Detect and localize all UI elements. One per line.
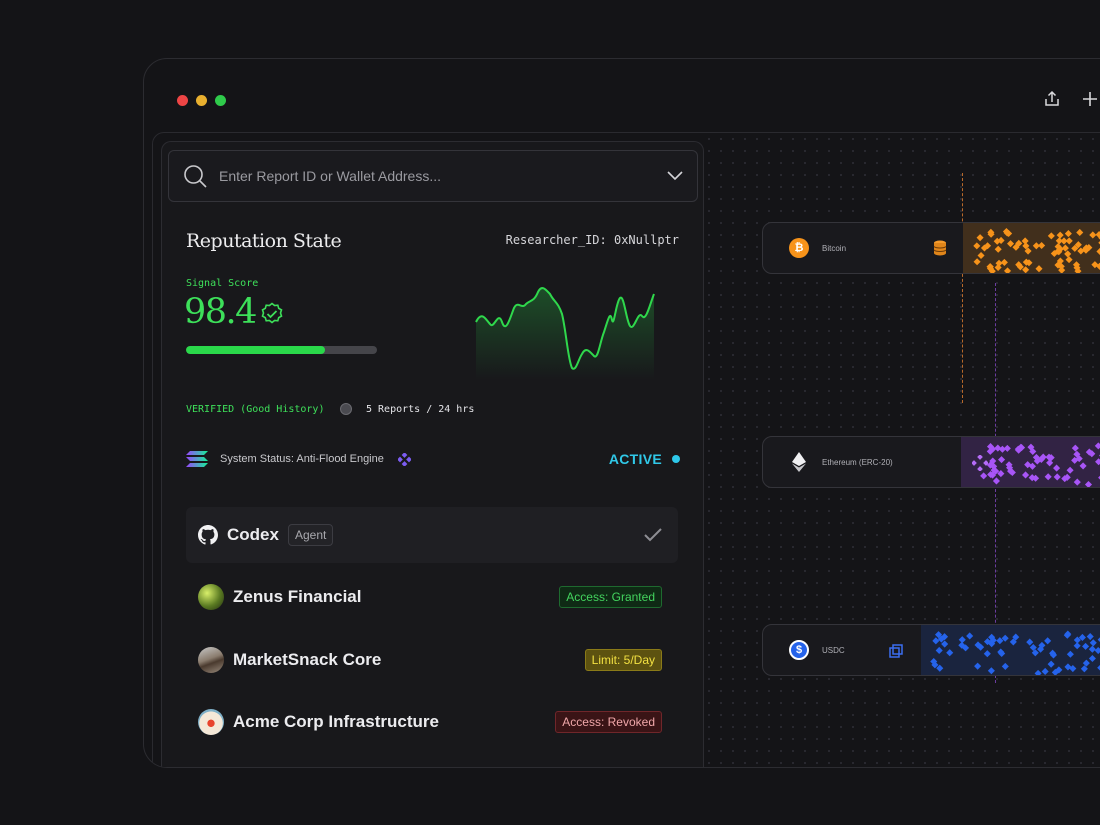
agent-name: MarketSnack Core <box>233 650 382 669</box>
packet-mark <box>935 646 943 654</box>
agent-name: Zenus Financial <box>233 587 362 606</box>
packet-mark <box>1017 443 1025 451</box>
asset-row-bitcoin[interactable]: ₿ Bitcoin <box>762 222 1100 274</box>
bitcoin-packet-stream <box>963 223 1100 273</box>
packet-mark <box>1065 237 1073 245</box>
asset-name: Bitcoin <box>822 243 847 253</box>
packet-mark <box>992 477 1000 485</box>
search-input[interactable]: Enter Report ID or Wallet Address... <box>219 168 442 184</box>
signal-sparkline <box>475 287 655 380</box>
packet-mark <box>1003 444 1011 452</box>
system-status-label: System Status: Anti-Flood Engine <box>220 453 384 465</box>
agent-row-acme[interactable]: Acme Corp Infrastructure Access: Revoked <box>186 694 678 750</box>
asset-row-ethereum[interactable]: Ethereum (ERC-20) <box>762 436 1100 488</box>
verified-badge-icon <box>261 302 283 324</box>
agent-type-tag: Agent <box>287 524 334 546</box>
packet-mark <box>1095 231 1100 239</box>
usdc-icon: $ <box>789 640 809 660</box>
section-title: Reputation State <box>186 230 342 252</box>
signal-score-value: 98.4 <box>184 292 257 332</box>
usdc-packet-stream <box>921 625 1100 675</box>
chevron-down-icon[interactable] <box>667 171 683 181</box>
packet-mark <box>980 472 988 480</box>
packet-mark <box>1060 237 1068 245</box>
packet-mark <box>1095 458 1100 466</box>
access-status-badge: Access: Revoked <box>555 711 662 733</box>
asset-name: USDC <box>822 645 845 655</box>
solana-icon <box>186 451 208 467</box>
bitcoin-icon: ₿ <box>789 238 809 258</box>
access-status-badge: Limit: 5/Day <box>584 649 662 671</box>
packet-mark <box>1091 261 1099 269</box>
researcher-id: Researcher_ID: 0xNullptr <box>505 233 679 247</box>
agent-row-codex[interactable]: Codex Agent <box>186 507 678 563</box>
agent-row-marketsnack[interactable]: MarketSnack Core Limit: 5/Day <box>186 632 678 688</box>
active-indicator-dot <box>672 455 680 463</box>
checkmark-icon <box>644 528 662 542</box>
search-bar[interactable]: Enter Report ID or Wallet Address... <box>168 150 698 202</box>
packet-mark <box>1054 243 1062 251</box>
ethereum-icon <box>789 452 809 472</box>
access-status-badge: Access: Granted <box>559 586 662 608</box>
avatar <box>198 584 224 610</box>
node-cluster-icon <box>397 452 411 466</box>
layers-icon <box>889 644 903 658</box>
search-icon <box>184 165 207 188</box>
add-icon[interactable] <box>1080 89 1100 109</box>
share-icon[interactable] <box>1042 89 1062 109</box>
engine-status: ACTIVE <box>608 451 662 467</box>
packet-mark <box>1071 456 1079 464</box>
status-dot <box>340 403 352 415</box>
asset-name: Ethereum (ERC-20) <box>822 457 893 467</box>
system-status: System Status: Anti-Flood Engine ACTIVE <box>186 451 680 467</box>
packet-mark <box>1053 473 1061 481</box>
agent-row-zenus[interactable]: Zenus Financial Access: Granted <box>186 569 678 625</box>
packet-mark <box>946 649 954 657</box>
report-count: 5 Reports / 24 hrs <box>366 404 475 415</box>
packet-mark <box>1094 442 1100 450</box>
maximize-window-button[interactable] <box>215 95 226 106</box>
avatar <box>198 647 224 673</box>
app-window: ₿ Bitcoin Ethereum (ERC-20) $ USDC Enter… <box>143 58 1100 768</box>
signal-score-progress <box>186 346 377 354</box>
reputation-panel: Enter Report ID or Wallet Address... Rep… <box>161 141 704 767</box>
workspace: ₿ Bitcoin Ethereum (ERC-20) $ USDC Enter… <box>152 132 1100 767</box>
toolbar <box>1042 89 1100 109</box>
close-window-button[interactable] <box>177 95 188 106</box>
signal-score-label: Signal Score <box>186 278 259 289</box>
database-icon <box>933 240 947 256</box>
github-icon <box>198 525 218 545</box>
packet-mark <box>1044 637 1052 645</box>
packet-mark <box>1085 448 1093 456</box>
bitcoin-timeline <box>962 173 964 403</box>
agent-name: Codex <box>227 525 279 544</box>
packet-mark <box>1073 478 1081 486</box>
verification-status: VERIFIED (Good History) <box>186 404 325 415</box>
packet-mark <box>989 457 997 465</box>
ethereum-packet-stream <box>961 437 1100 487</box>
agent-name: Acme Corp Infrastructure <box>233 712 439 731</box>
asset-row-usdc[interactable]: $ USDC <box>762 624 1100 676</box>
avatar <box>198 709 224 735</box>
window-controls <box>177 95 226 106</box>
node-cluster-icon <box>972 455 988 471</box>
minimize-window-button[interactable] <box>196 95 207 106</box>
